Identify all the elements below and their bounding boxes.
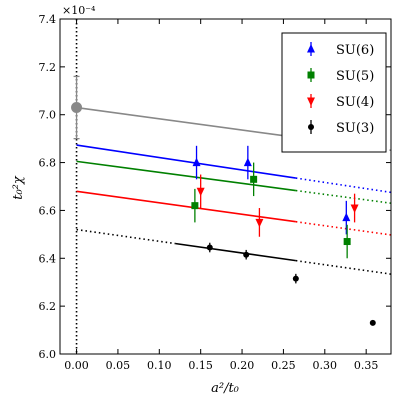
legend: SU(6) SU(5) SU(4) SU(3)	[281, 32, 387, 153]
legend-su3-label: SU(3)	[336, 121, 374, 136]
y-tick-label: 6.0	[39, 348, 57, 361]
su3-data-point	[243, 251, 250, 258]
su4-data-point	[255, 218, 264, 228]
su3-fit-extrapolation	[76, 228, 176, 245]
su3-data-point	[206, 244, 213, 251]
y-tick-label: 7.4	[39, 13, 57, 26]
plot-frame	[59, 18, 392, 355]
legend-box	[281, 32, 387, 153]
y-tick-label: 6.2	[39, 300, 57, 313]
y-axis-label: t₀²χ	[11, 175, 26, 200]
y-tick-label: 7.2	[39, 61, 57, 74]
x-tick-label: 0.15	[188, 359, 213, 372]
y-tick-label: 7.0	[39, 109, 57, 122]
x-tick-label: 0.35	[354, 359, 379, 372]
x-tick-label: 0.30	[313, 359, 338, 372]
legend-su6-marker	[307, 44, 315, 53]
x-tick-label: 0.20	[230, 359, 255, 372]
y-multiplier-label: ×10⁻⁴	[62, 4, 96, 17]
su6-data-point	[192, 157, 201, 167]
legend-su5-marker	[307, 71, 315, 79]
legend-su4-label: SU(4)	[336, 95, 374, 110]
legend-su6-label: SU(6)	[336, 43, 374, 58]
x-tick-label: 0.05	[106, 359, 131, 372]
y-tick-label: 6.6	[39, 204, 57, 217]
x-tick-label: 0.10	[147, 359, 172, 372]
su5-data-point	[191, 202, 199, 210]
su5-data-point	[343, 238, 351, 246]
su3-data-point	[292, 275, 299, 282]
x-tick-label: 0.00	[64, 359, 89, 372]
su3-data-point	[369, 319, 376, 326]
axis-ticks: 0.00 0.05 0.10 0.15 0.20 0.25 0.30 0.35 6.0 6.2 6.…	[39, 13, 391, 372]
su5-data-point	[250, 175, 258, 183]
su4-data-point	[350, 204, 359, 214]
continuum-fit-line	[76, 106, 296, 139]
su6-data-point	[342, 212, 351, 222]
y-tick-label: 6.8	[39, 157, 57, 170]
x-tick-label: 0.25	[271, 359, 296, 372]
su6-data-point	[243, 157, 252, 167]
y-tick-label: 6.4	[39, 252, 57, 265]
su4-data-point	[196, 187, 205, 197]
su3-fit-line	[175, 242, 296, 262]
legend-su5-label: SU(5)	[336, 69, 374, 84]
su5-fit-line	[76, 160, 296, 192]
continuum-data-point	[71, 102, 83, 114]
x-axis-label: a²/t₀	[211, 381, 240, 396]
su6-fit-line	[76, 144, 296, 179]
legend-su4-marker	[307, 97, 315, 106]
legend-su3-marker	[308, 124, 314, 130]
